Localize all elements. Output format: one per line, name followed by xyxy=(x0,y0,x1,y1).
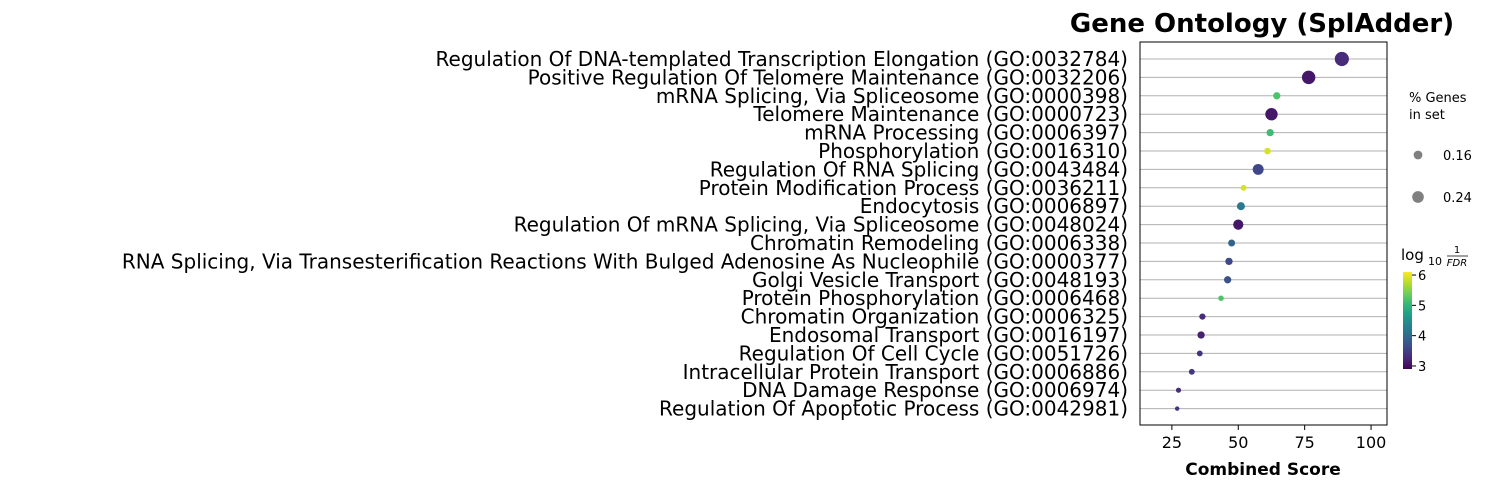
size-legend-marker xyxy=(1412,191,1424,203)
data-point xyxy=(1188,368,1195,375)
colorbar-label-den: FDR xyxy=(1447,258,1467,269)
data-point xyxy=(1266,128,1274,137)
plot-frame xyxy=(1139,41,1388,426)
x-tick-label: 75 xyxy=(1294,433,1314,452)
size-legend: % Genes in set 0.16 0.24 xyxy=(1409,91,1472,206)
data-point xyxy=(1174,406,1180,411)
category-label: Protein Phosphorylation (GO:0006468) xyxy=(742,286,1128,310)
category-labels: Regulation Of DNA-templated Transcriptio… xyxy=(122,47,1128,421)
data-point xyxy=(1223,276,1232,284)
category-label: Endosomal Transport (GO:0016197) xyxy=(769,323,1128,347)
grid-lines xyxy=(1140,58,1387,410)
colorbar: log 10 1 FDR 3 4 5 6 xyxy=(1401,245,1468,375)
data-point xyxy=(1265,108,1278,121)
colorbar-label-num: 1 xyxy=(1454,245,1460,256)
category-label: Golgi Vesicle Transport (GO:0048193) xyxy=(752,268,1128,292)
category-label: Protein Modification Process (GO:0036211… xyxy=(699,176,1128,200)
data-point xyxy=(1273,92,1281,100)
category-label: RNA Splicing, Via Transesterification Re… xyxy=(122,249,1128,273)
category-label: Phosphorylation (GO:0016310) xyxy=(818,139,1128,163)
data-point xyxy=(1228,239,1236,247)
x-tick-label: 100 xyxy=(1356,433,1387,452)
x-axis-label: Combined Score xyxy=(1185,460,1341,480)
data-point xyxy=(1240,184,1247,191)
chart-title: Gene Ontology (SplAdder) xyxy=(1070,9,1454,39)
colorbar-label-log: log xyxy=(1401,246,1424,264)
data-point xyxy=(1196,350,1203,357)
size-legend-marker xyxy=(1413,150,1423,160)
category-label: Chromatin Remodeling (GO:0006338) xyxy=(750,231,1128,255)
size-legend-title-line2: in set xyxy=(1409,108,1445,123)
category-label: Regulation Of RNA Splicing (GO:0043484) xyxy=(710,157,1128,181)
x-tick-label: 25 xyxy=(1162,433,1182,452)
category-label: Regulation Of Apoptotic Process (GO:0042… xyxy=(659,397,1128,421)
data-point xyxy=(1264,147,1271,155)
colorbar-tick-label: 3 xyxy=(1418,360,1426,375)
x-axis-ticks: 25 50 75 100 xyxy=(1162,425,1387,452)
category-label: mRNA Splicing, Via Spliceosome (GO:00003… xyxy=(656,84,1128,108)
data-point xyxy=(1233,219,1244,230)
size-legend-title-line1: % Genes xyxy=(1409,91,1467,106)
data-point xyxy=(1175,387,1182,393)
data-point xyxy=(1197,331,1205,339)
size-legend-label: 0.16 xyxy=(1443,149,1472,164)
data-point xyxy=(1199,313,1206,320)
category-label: Regulation Of mRNA Splicing, Via Spliceo… xyxy=(514,213,1128,237)
data-point xyxy=(1301,70,1316,85)
data-point xyxy=(1252,163,1264,175)
category-label: Regulation Of Cell Cycle (GO:0051726) xyxy=(739,341,1128,365)
category-label: Positive Regulation Of Telomere Maintena… xyxy=(528,65,1128,89)
category-label: DNA Damage Response (GO:0006974) xyxy=(742,378,1128,402)
colorbar-label-sub: 10 xyxy=(1428,255,1442,268)
category-label: Telomere Maintenance (GO:0000723) xyxy=(752,102,1128,126)
category-label: Chromatin Organization (GO:0006325) xyxy=(741,305,1128,329)
data-point xyxy=(1236,202,1245,211)
data-point xyxy=(1218,295,1224,301)
colorbar-gradient xyxy=(1403,272,1412,369)
category-label: Intracellular Protein Transport (GO:0006… xyxy=(683,360,1128,384)
data-point xyxy=(1225,257,1233,266)
data-point xyxy=(1334,51,1349,67)
category-label: Regulation Of DNA-templated Transcriptio… xyxy=(436,47,1128,71)
data-points xyxy=(1174,51,1349,411)
category-label: Endocytosis (GO:0006897) xyxy=(860,194,1128,218)
category-label: mRNA Processing (GO:0006397) xyxy=(804,121,1128,145)
x-tick-label: 50 xyxy=(1228,433,1248,452)
size-legend-label: 0.24 xyxy=(1443,191,1472,206)
colorbar-tick-label: 6 xyxy=(1418,269,1426,284)
colorbar-tick-label: 4 xyxy=(1418,330,1426,345)
colorbar-tick-label: 5 xyxy=(1418,299,1426,314)
